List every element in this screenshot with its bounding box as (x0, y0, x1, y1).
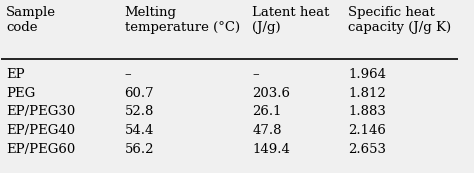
Text: Sample
code: Sample code (6, 7, 56, 34)
Text: 26.1: 26.1 (252, 105, 282, 118)
Text: 56.2: 56.2 (125, 143, 154, 156)
Text: Melting
temperature (°C): Melting temperature (°C) (125, 7, 240, 34)
Text: EP: EP (6, 68, 25, 81)
Text: 47.8: 47.8 (252, 124, 282, 137)
Text: 1.812: 1.812 (348, 86, 386, 99)
Text: Latent heat
(J/g): Latent heat (J/g) (252, 7, 330, 34)
Text: 54.4: 54.4 (125, 124, 154, 137)
Text: EP/PEG60: EP/PEG60 (6, 143, 75, 156)
Text: 52.8: 52.8 (125, 105, 154, 118)
Text: 2.653: 2.653 (348, 143, 386, 156)
Text: EP/PEG40: EP/PEG40 (6, 124, 75, 137)
Text: 149.4: 149.4 (252, 143, 290, 156)
Text: 2.146: 2.146 (348, 124, 386, 137)
Text: EP/PEG30: EP/PEG30 (6, 105, 75, 118)
Text: PEG: PEG (6, 86, 35, 99)
Text: 60.7: 60.7 (125, 86, 154, 99)
Text: 203.6: 203.6 (252, 86, 291, 99)
Text: 1.883: 1.883 (348, 105, 386, 118)
Text: –: – (125, 68, 131, 81)
Text: –: – (252, 68, 259, 81)
Text: 1.964: 1.964 (348, 68, 386, 81)
Text: Specific heat
capacity (J/g K): Specific heat capacity (J/g K) (348, 7, 451, 34)
